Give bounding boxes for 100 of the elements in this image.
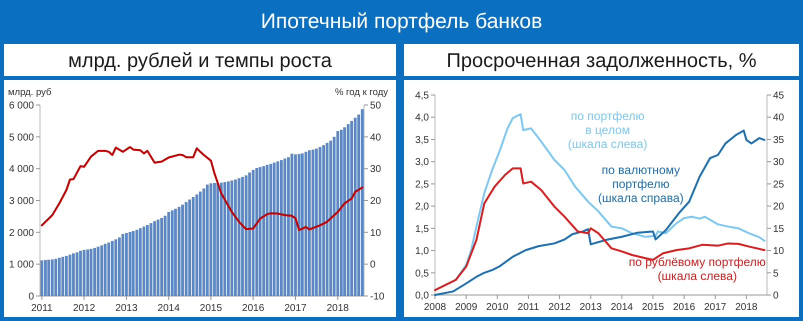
x-tick-label: 2009 [455, 302, 478, 313]
bar [287, 157, 290, 296]
bar [125, 232, 128, 296]
x-tick-label: 2016 [242, 303, 265, 314]
x-tick-label: 2012 [548, 302, 572, 313]
y-tick-label: 0,0 [415, 290, 430, 302]
y2-tick-label: 45 [773, 90, 785, 102]
bar [244, 175, 248, 296]
bar [241, 176, 244, 296]
x-tick-label: 2018 [735, 302, 758, 313]
bar [252, 170, 255, 296]
bar [322, 145, 326, 296]
x-tick-label: 2018 [326, 303, 350, 314]
x-tick-label: 2013 [115, 303, 138, 314]
bar [40, 260, 44, 296]
x-tick-label: 2015 [642, 302, 665, 313]
y2-tick-label: 20 [773, 202, 785, 213]
x-tick-label: 2011 [31, 303, 54, 314]
y-axis-title: млрд. руб [8, 87, 52, 98]
bar [104, 244, 107, 296]
bar [72, 253, 75, 296]
chart-subtitle: млрд. рублей и темпы роста [68, 50, 333, 72]
bar [234, 179, 237, 296]
bar [202, 188, 206, 296]
y2-axis-title: % год к году [334, 87, 388, 98]
series-label: по рублёвому портфелю (шкала слева) [628, 255, 766, 283]
y-tick-label: 3,5 [415, 134, 430, 146]
y2-tick-label: 30 [773, 157, 785, 168]
bar [343, 127, 346, 296]
bar [326, 142, 328, 296]
x-tick-label: 2013 [580, 302, 602, 313]
series-label: по портфелю в целом (шкала слева) [568, 109, 648, 151]
x-tick-label: 2012 [72, 303, 96, 314]
bar [283, 158, 286, 296]
bar [138, 228, 142, 296]
bar [47, 260, 50, 296]
bar [96, 246, 100, 296]
bar [82, 250, 86, 296]
bar [308, 150, 311, 296]
y-tick-label: 0 [28, 292, 34, 302]
bar [128, 232, 132, 296]
bar [93, 248, 96, 296]
y-tick-label: 4 000 [8, 164, 34, 176]
bar [68, 254, 72, 296]
bar [135, 230, 138, 296]
y-tick-label: 1 000 [8, 260, 34, 271]
bar [150, 223, 152, 296]
bar [346, 124, 350, 296]
bar [350, 120, 354, 296]
bar [64, 256, 68, 296]
line-series [40, 146, 364, 232]
bar [188, 200, 192, 296]
chart-title: Просроченная задолженность, % [446, 50, 757, 72]
bar [294, 154, 297, 296]
y-tick-label: 2,0 [415, 202, 430, 213]
bar [44, 260, 47, 296]
bar [118, 237, 121, 296]
bar [248, 172, 251, 296]
y-tick-label: 0,5 [415, 268, 430, 280]
bar [156, 220, 160, 296]
y2-tick-label: 35 [773, 134, 785, 146]
bar [184, 202, 188, 296]
y2-tick-label: 0 [773, 290, 779, 302]
y-tick-label: 3,0 [415, 157, 430, 168]
y-tick-label: 1,0 [415, 246, 430, 258]
bar [258, 167, 262, 296]
y2-tick-label: -10 [370, 292, 385, 302]
y2-tick-label: 10 [773, 246, 785, 258]
bar [153, 221, 156, 296]
y2-tick-label: 0 [370, 260, 376, 271]
y2-tick-label: 30 [370, 164, 382, 176]
bar [238, 178, 240, 296]
y-tick-label: 4,0 [415, 112, 430, 124]
x-tick-label: 2014 [158, 303, 180, 314]
bar [213, 182, 216, 296]
bar [318, 147, 322, 296]
chart-title: Ипотечный портфель банков [260, 10, 542, 33]
y2-tick-label: 40 [773, 112, 785, 124]
bar [76, 252, 78, 296]
bar [230, 180, 234, 296]
bar [164, 216, 166, 296]
y2-tick-label: 5 [773, 268, 779, 280]
y-tick-label: 4,5 [415, 90, 430, 102]
bar [79, 250, 82, 296]
y-tick-label: 1,5 [415, 224, 430, 235]
bar [315, 148, 318, 296]
x-tick-label: 2008 [424, 302, 447, 313]
y-tick-label: 6 000 [8, 100, 34, 112]
bar [160, 218, 164, 296]
x-tick-label: 2011 [518, 302, 540, 313]
bar [312, 150, 314, 296]
y2-tick-label: 40 [370, 132, 382, 144]
y-tick-label: 5 000 [8, 132, 34, 144]
bar [280, 160, 283, 296]
y2-tick-label: 20 [370, 196, 382, 207]
bar [174, 208, 177, 296]
y-tick-label: 2,5 [415, 179, 430, 190]
bar [90, 248, 92, 296]
bar [121, 234, 124, 296]
y2-tick-label: 50 [370, 100, 382, 112]
